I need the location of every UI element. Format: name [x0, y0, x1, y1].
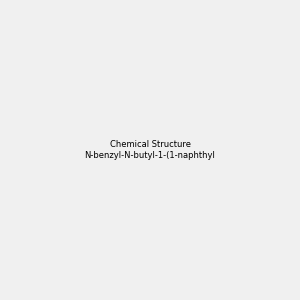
Text: Chemical Structure
N-benzyl-N-butyl-1-(1-naphthyl: Chemical Structure N-benzyl-N-butyl-1-(1…	[85, 140, 215, 160]
